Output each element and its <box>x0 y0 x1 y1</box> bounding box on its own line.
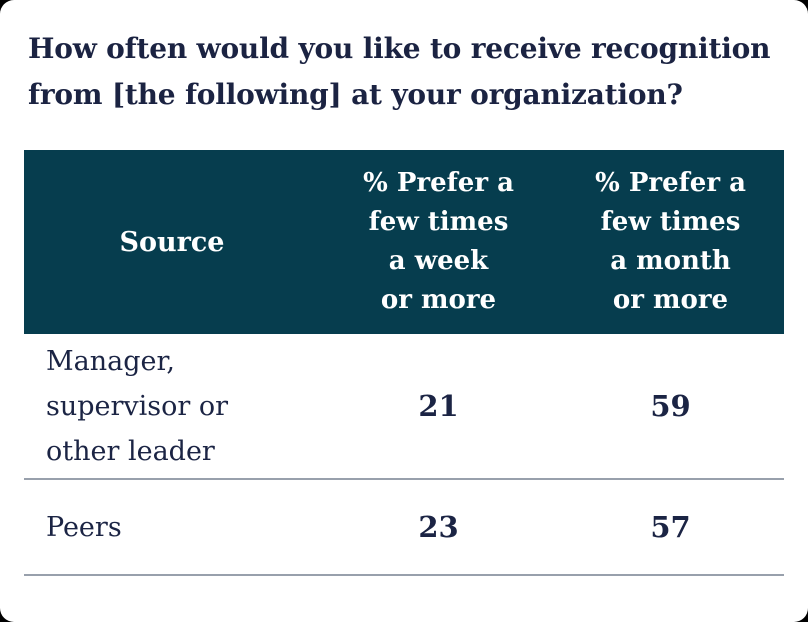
row-manager-source-label: Manager, supervisor or other leader <box>24 339 320 474</box>
figure-title-line-2: from [the following] at your organizatio… <box>28 78 683 111</box>
row-peers-month-value: 57 <box>650 510 691 544</box>
column-header-week-line-2: few times <box>368 207 509 237</box>
row-manager-week-value: 21 <box>418 389 459 423</box>
table-header-row: Source % Prefer a few times a week or mo… <box>24 150 784 334</box>
table-row-manager: Manager, supervisor or other leader 21 5… <box>24 334 784 480</box>
column-header-source: Source <box>119 226 225 258</box>
row-manager-source-line-2: supervisor or <box>46 390 229 422</box>
column-header-month-line-2: few times <box>600 207 741 237</box>
column-header-month-line-4: or more <box>612 285 729 315</box>
row-manager-source-line-1: Manager, <box>46 345 176 377</box>
row-peers-week-value: 23 <box>418 510 459 544</box>
table-row-peers: Peers 23 57 <box>24 480 784 576</box>
column-header-week-line-1: % Prefer a <box>363 168 514 198</box>
row-manager-source-line-3: other leader <box>46 435 215 467</box>
column-header-month: % Prefer a few times a month or more <box>557 164 784 320</box>
row-peers-source-label: Peers <box>24 505 320 550</box>
figure-title: How often would you like to receive reco… <box>28 26 790 118</box>
figure-title-line-1: How often would you like to receive reco… <box>28 32 771 65</box>
row-manager-month-value: 59 <box>650 389 691 423</box>
column-header-week: % Prefer a few times a week or more <box>320 164 557 320</box>
column-header-week-line-3: a week <box>388 246 489 276</box>
recognition-preference-table: Source % Prefer a few times a week or mo… <box>24 150 784 576</box>
column-header-week-line-4: or more <box>380 285 497 315</box>
row-peers-source-line-1: Peers <box>46 511 122 543</box>
column-header-month-line-1: % Prefer a <box>595 168 746 198</box>
column-header-month-line-3: a month <box>610 246 731 276</box>
